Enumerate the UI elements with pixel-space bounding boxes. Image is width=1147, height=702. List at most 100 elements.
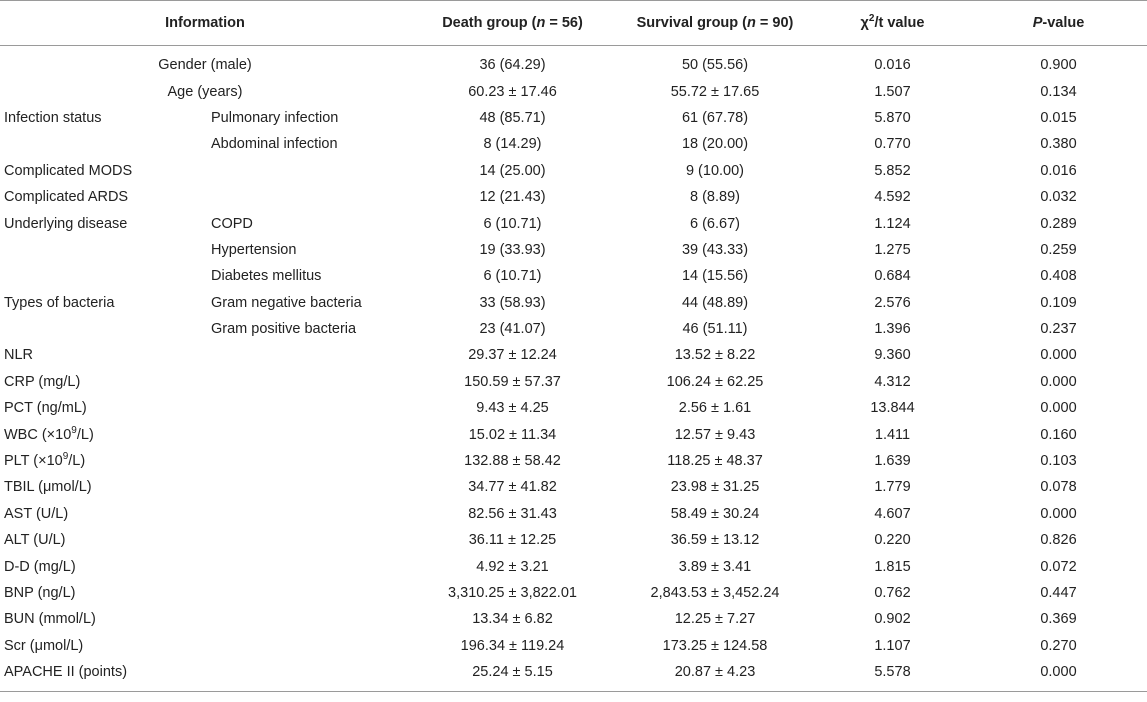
p-value: 0.160 (1040, 426, 1077, 443)
table-row: PCT (ng/mL) 9.43 ± 4.25 2.56 ± 1.61 13.844 0… (0, 395, 1147, 421)
row-label (0, 316, 205, 342)
death-group-value: 48 (85.71) (479, 109, 546, 126)
death-group-value: 9.43 ± 4.25 (476, 400, 549, 417)
header-survival-suffix: = 90) (755, 15, 794, 31)
header-p-value: P-value (970, 0, 1147, 46)
row-sublabel (205, 501, 410, 527)
row-label: PLT (×109/L) (0, 448, 205, 474)
row-label-prefix: PLT (×10 (4, 453, 63, 470)
p-value: 0.103 (1040, 453, 1077, 470)
survival-group-value: 106.24 ± 62.25 (666, 373, 764, 390)
row-label: Complicated ARDS (4, 189, 129, 206)
p-value: 0.408 (1040, 268, 1077, 285)
table-row: D-D (mg/L) 4.92 ± 3.21 3.89 ± 3.41 1.815 0.0… (0, 553, 1147, 579)
row-label: NLR (4, 347, 34, 364)
death-group-value: 196.34 ± 119.24 (460, 637, 565, 654)
survival-group-value: 9 (10.00) (685, 162, 745, 179)
row-sublabel (205, 448, 410, 474)
chi-t-value: 5.852 (874, 162, 911, 179)
death-group-value: 60.23 ± 17.46 (468, 83, 557, 100)
row-label-sup: 9 (71, 424, 77, 436)
death-group-value: 33 (58.93) (479, 294, 546, 311)
table-row: Hypertension 19 (33.93) 39 (43.33) 1.275 0.2… (0, 237, 1147, 263)
death-group-value: 34.77 ± 41.82 (468, 479, 557, 496)
p-value: 0.289 (1040, 215, 1077, 232)
survival-group-value: 61 (67.78) (681, 109, 749, 126)
row-label: BNP (ng/L) (4, 585, 76, 601)
row-label-sup: 9 (62, 451, 69, 463)
row-sublabel (205, 553, 410, 579)
header-death-suffix: = 56) (545, 15, 583, 31)
row-sublabel (205, 342, 410, 368)
p-value: 0.109 (1040, 294, 1077, 311)
survival-group-value: 23.98 ± 31.25 (670, 479, 760, 496)
p-value: 0.237 (1040, 321, 1077, 338)
table-row: Gender (male) 36 (64.29) 50 (55.56) 0.016 0.… (0, 46, 1147, 79)
death-group-value: 36.11 ± 12.25 (468, 532, 557, 549)
p-value: 0.000 (1040, 347, 1077, 364)
chi-t-value: 0.684 (874, 268, 911, 285)
p-value: 0.015 (1040, 109, 1077, 126)
header-death-group: Death group (n = 56) (410, 0, 615, 46)
row-label: Scr (μmol/L) (4, 637, 84, 654)
death-group-value: 25.24 ± 5.15 (410, 658, 615, 693)
row-label: CRP (mg/L) (4, 373, 81, 390)
death-group-value: 132.88 ± 58.42 (464, 453, 561, 470)
p-value: 0.270 (1040, 637, 1077, 654)
row-label: AST (U/L) (4, 505, 69, 522)
p-value: 0.072 (1040, 558, 1077, 575)
row-sublabel (205, 395, 410, 421)
table-row: ALT (U/L) 36.11 ± 12.25 36.59 ± 13.12 0.220… (0, 527, 1147, 553)
survival-group-value: 3.89 ± 3.41 (678, 558, 752, 575)
chi-t-value: 1.411 (874, 426, 911, 443)
chi-t-value: 1.396 (874, 321, 911, 338)
row-sublabel (205, 474, 410, 500)
death-group-value: 13.34 ± 6.82 (472, 611, 553, 628)
row-sublabel: COPD (211, 215, 253, 232)
chi-t-value: 0.770 (874, 136, 911, 153)
row-sublabel: Abdominal infection (211, 136, 338, 153)
table-row: Age (years) 60.23 ± 17.46 55.72 ± 17.65 1.5… (0, 78, 1147, 104)
row-label: ALT (U/L) (4, 532, 66, 549)
chi-t-value: 0.762 (874, 585, 911, 601)
row-label: Age (years) (167, 83, 243, 100)
row-label: Infection status (4, 109, 102, 126)
header-row: Information Death group (n = 56) Surviva… (0, 0, 1147, 46)
row-label: Underlying disease (4, 215, 128, 232)
row-label: Gender (male) (158, 57, 252, 74)
chi-t-value: 0.220 (874, 532, 911, 549)
survival-group-value: 36.59 ± 13.12 (670, 532, 760, 549)
death-group-value: 6 (10.71) (483, 268, 542, 285)
p-value: 0.900 (1040, 57, 1077, 74)
header-chi-suffix: /t value (874, 15, 925, 31)
death-group-value: 36 (64.29) (479, 57, 546, 74)
row-sublabel (205, 184, 410, 210)
table-row: Abdominal infection 8 (14.29) 18 (20.00) 0.… (0, 131, 1147, 157)
table-row: Complicated MODS 14 (25.00) 9 (10.00) 5.852… (0, 158, 1147, 184)
death-group-value: 23 (41.07) (479, 321, 546, 338)
survival-group-value: 13.52 ± 8.22 (674, 347, 756, 364)
p-value: 0.000 (1040, 505, 1077, 522)
p-value: 0.380 (1040, 136, 1077, 153)
survival-group-value: 8 (8.89) (690, 189, 740, 206)
header-death-prefix: Death group ( (442, 15, 537, 31)
p-value: 0.134 (1040, 83, 1077, 100)
p-value: 0.000 (1040, 400, 1077, 417)
p-value: 0.000 (970, 658, 1147, 693)
p-value: 0.369 (1040, 611, 1077, 628)
chi-t-value: 2.576 (874, 294, 911, 311)
row-label: Types of bacteria (4, 294, 115, 311)
survival-group-value: 6 (6.67) (690, 215, 740, 232)
row-sublabel (205, 658, 410, 693)
survival-group-value: 173.25 ± 124.58 (662, 637, 768, 654)
row-sublabel: Hypertension (211, 241, 297, 258)
chi-t-value: 5.870 (874, 109, 911, 126)
header-p-suffix: -value (1042, 15, 1085, 31)
chi-t-value: 4.592 (874, 189, 911, 206)
header-chi-value: χ2/t value (815, 0, 970, 46)
row-sublabel (205, 527, 410, 553)
table-row: Infection status Pulmonary infection 48 (8… (0, 105, 1147, 131)
survival-group-value: 39 (43.33) (681, 241, 749, 258)
row-sublabel: Pulmonary infection (211, 109, 339, 126)
row-sublabel (205, 421, 410, 447)
